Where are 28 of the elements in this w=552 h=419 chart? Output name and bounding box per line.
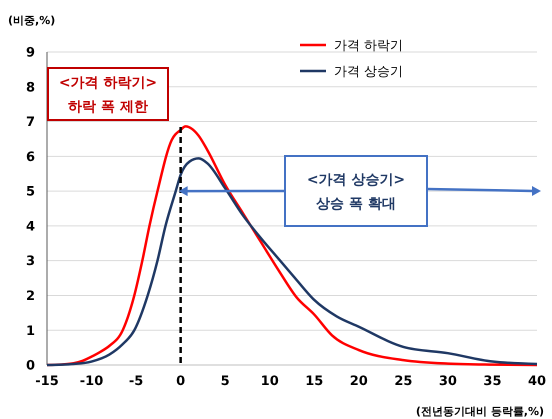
legend-label: 가격 하락기 [334, 38, 404, 54]
x-tick-label: 20 [350, 374, 368, 389]
y-tick-label: 7 [26, 115, 35, 130]
y-tick-label: 4 [26, 219, 35, 234]
x-tick-label: -15 [35, 374, 59, 389]
y-tick-label: 5 [26, 184, 35, 200]
x-tick-label: -5 [128, 374, 144, 389]
x-tick-label: 10 [260, 374, 279, 389]
x-tick-label: 40 [528, 374, 546, 389]
legend-label: 가격 상승기 [334, 64, 404, 80]
x-axis-title: (전년동기대비 등락률,%) [416, 405, 544, 418]
y-tick-label: 2 [26, 288, 35, 304]
y-tick-label: 8 [26, 80, 35, 96]
x-tick-label: 25 [394, 374, 412, 389]
x-tick-label: 15 [305, 374, 324, 389]
x-tick-label: -10 [80, 374, 104, 389]
y-axis-title: (비중,%) [8, 14, 56, 27]
y-tick-label: 9 [26, 46, 35, 61]
x-tick-label: 35 [483, 374, 502, 389]
x-tick-label: 5 [220, 374, 230, 389]
annotation: <가격 상승기> 상승 폭 확대 [306, 172, 406, 212]
y-tick-label: 0 [26, 358, 35, 374]
y-tick-label: 6 [26, 150, 35, 165]
x-tick-label: 0 [176, 374, 186, 389]
y-tick-label: 3 [26, 254, 35, 270]
x-tick-label: 30 [438, 374, 457, 389]
y-tick-label: 1 [26, 324, 35, 339]
annotation: <가격 하락기> 하락 폭 제한 [58, 74, 158, 115]
